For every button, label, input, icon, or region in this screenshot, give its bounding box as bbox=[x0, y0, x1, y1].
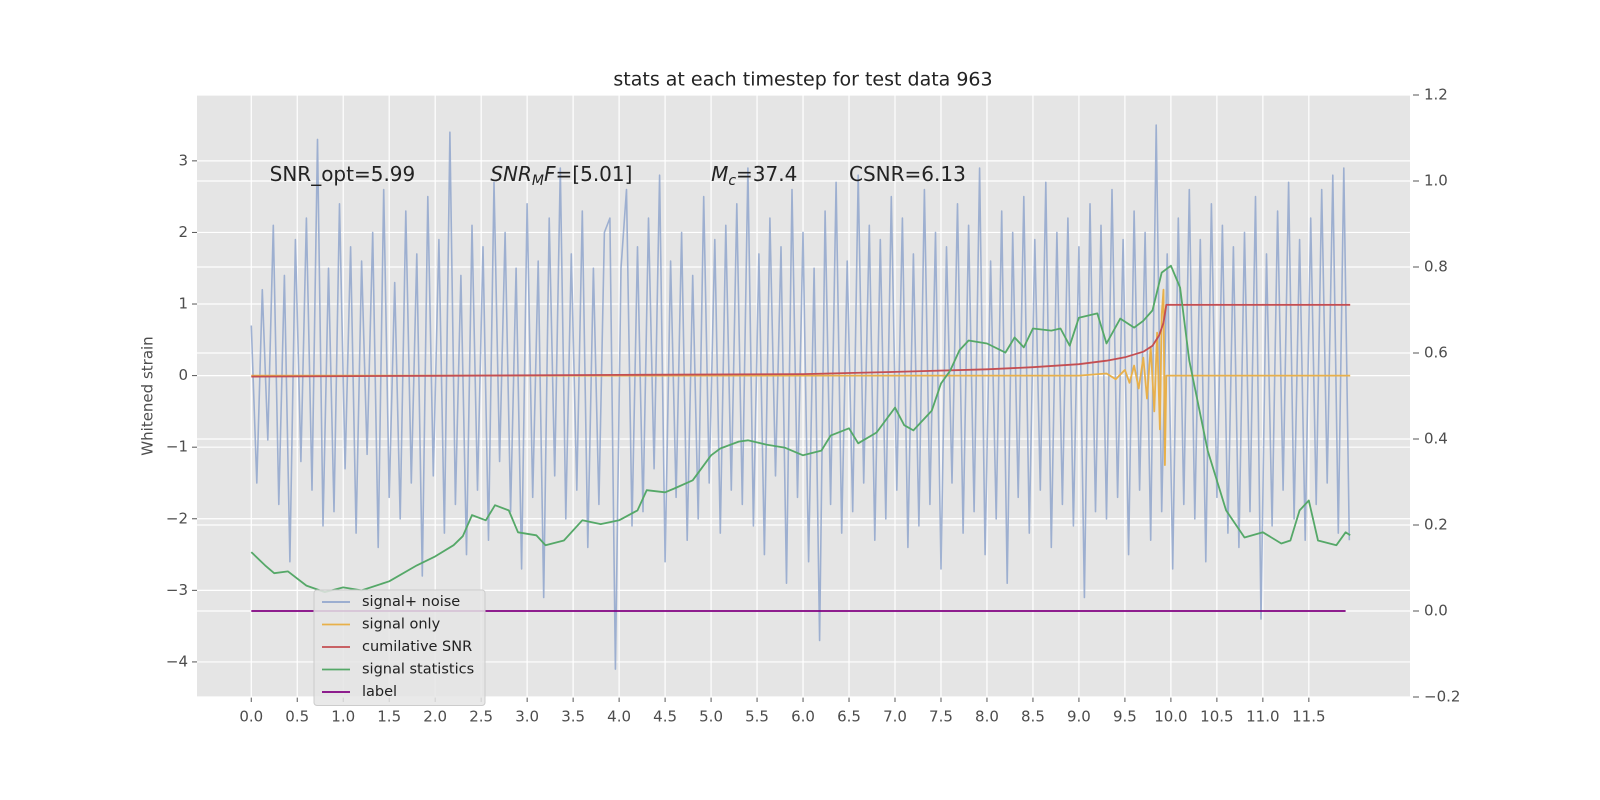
annotation: SNR_opt=5.99 bbox=[270, 162, 416, 186]
x-tick-label: 1.0 bbox=[331, 708, 355, 726]
x-tick-label: 2.5 bbox=[469, 708, 493, 726]
y-tick-label: 0 bbox=[178, 366, 188, 384]
x-tick-label: 5.0 bbox=[699, 708, 723, 726]
annotation-part: CSNR=6.13 bbox=[849, 162, 966, 186]
x-tick-label: 9.5 bbox=[1113, 708, 1137, 726]
series-line bbox=[250, 124, 1351, 670]
x-tick-label: 6.5 bbox=[837, 708, 861, 726]
annotation-part: F bbox=[544, 162, 556, 186]
x-tick-label: 5.5 bbox=[745, 708, 769, 726]
annotation-part: SNR_opt=5.99 bbox=[270, 162, 416, 186]
x-tick-label: 10.5 bbox=[1200, 708, 1233, 726]
x-tick-label: 2.0 bbox=[423, 708, 447, 726]
y2-tick-label: 0.8 bbox=[1424, 258, 1448, 276]
y2-tick-label: 0.6 bbox=[1424, 344, 1448, 362]
annotation-part: SNR bbox=[490, 162, 532, 186]
x-tick-label: 8.0 bbox=[975, 708, 999, 726]
x-tick-label: 4.0 bbox=[607, 708, 631, 726]
x-tick-label: 6.0 bbox=[791, 708, 815, 726]
annotation-part: M bbox=[532, 173, 544, 189]
y2-tick-label: −0.2 bbox=[1424, 688, 1460, 706]
annotation-part: =[5.01] bbox=[556, 162, 633, 186]
annotation-part: M bbox=[711, 162, 728, 186]
y2-tick-label: 1.0 bbox=[1424, 172, 1448, 190]
y-tick-label: 3 bbox=[178, 151, 188, 169]
legend-label: signal only bbox=[362, 617, 441, 633]
y-tick-label: −1 bbox=[166, 438, 188, 456]
y-tick-label: −4 bbox=[166, 652, 188, 670]
x-tick-label: 11.0 bbox=[1246, 708, 1279, 726]
x-tick-label: 7.0 bbox=[883, 708, 907, 726]
y2-tick-label: 0.2 bbox=[1424, 516, 1448, 534]
annotation: CSNR=6.13 bbox=[849, 162, 966, 186]
x-tick-label: 8.5 bbox=[1021, 708, 1045, 726]
series-line bbox=[251, 288, 1351, 466]
legend-label: label bbox=[362, 684, 397, 700]
annotation: SNRMF=[5.01] bbox=[490, 162, 632, 190]
annotation-part: =37.4 bbox=[736, 162, 797, 186]
x-tick-label: 3.0 bbox=[515, 708, 539, 726]
x-tick-label: 11.5 bbox=[1292, 708, 1325, 726]
legend-label: signal+ noise bbox=[362, 594, 460, 610]
x-tick-label: 1.5 bbox=[377, 708, 401, 726]
series-line bbox=[250, 264, 1351, 593]
x-tick-label: 0.0 bbox=[239, 708, 263, 726]
annotation-part: c bbox=[728, 173, 736, 189]
y-tick-label: −2 bbox=[166, 509, 188, 527]
legend-label: cumilative SNR bbox=[362, 639, 472, 655]
y-tick-label: 2 bbox=[178, 223, 188, 241]
x-tick-label: 0.5 bbox=[285, 708, 309, 726]
x-tick-label: 4.5 bbox=[653, 708, 677, 726]
x-tick-label: 10.0 bbox=[1154, 708, 1187, 726]
series-line bbox=[251, 303, 1351, 378]
y2-tick-label: 0.4 bbox=[1424, 430, 1448, 448]
legend-label: signal statistics bbox=[362, 662, 474, 678]
y-tick-label: −3 bbox=[166, 581, 188, 599]
y2-tick-label: 0.0 bbox=[1424, 602, 1448, 620]
legend-box bbox=[313, 589, 486, 706]
annotation: Mc=37.4 bbox=[711, 162, 797, 190]
x-tick-label: 7.5 bbox=[929, 708, 953, 726]
chart-title: stats at each timestep for test data 963 bbox=[613, 69, 992, 91]
x-tick-label: 3.5 bbox=[561, 708, 585, 726]
x-tick-label: 9.0 bbox=[1067, 708, 1091, 726]
y-tick-label: 1 bbox=[178, 295, 188, 313]
y2-tick-label: 1.2 bbox=[1424, 86, 1448, 104]
y-axis-label: Whitened strain bbox=[139, 336, 157, 455]
